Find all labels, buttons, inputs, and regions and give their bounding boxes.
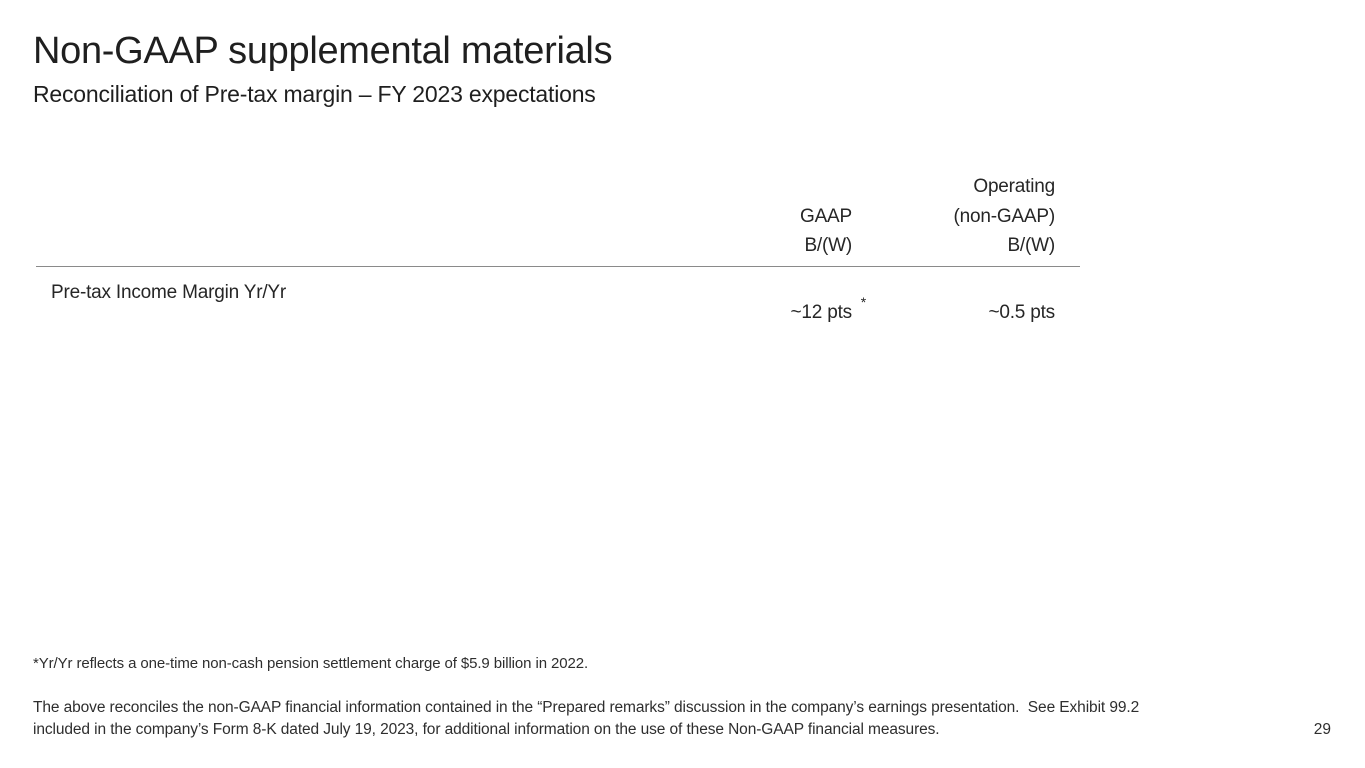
column-header-gaap: GAAP B/(W) xyxy=(602,202,852,261)
column-header-operating-line-3: B/(W) xyxy=(1007,235,1055,256)
gaap-value-wrap: ~12 pts * xyxy=(790,295,867,323)
cell-gaap-value: ~12 pts * xyxy=(602,283,867,343)
column-header-gaap-line-1: GAAP xyxy=(800,205,852,227)
row-label-pretax-income-margin: Pre-tax Income Margin Yr/Yr xyxy=(51,282,286,303)
column-header-operating-line-1: Operating xyxy=(973,176,1055,197)
reconciliation-disclosure-line-2: included in the company’s Form 8-K dated… xyxy=(33,721,940,738)
cell-operating-value: ~0.5 pts xyxy=(815,283,1055,343)
page-subtitle: Reconciliation of Pre-tax margin – FY 20… xyxy=(33,81,596,107)
column-header-gaap-line-2: B/(W) xyxy=(804,235,852,256)
column-header-operating-line-2: (non-GAAP) xyxy=(953,205,1056,227)
reconciliation-disclosure-note: The above reconciles the non-GAAP financ… xyxy=(33,697,1139,741)
footnote-asterisk-marker: * xyxy=(860,294,866,310)
reconciliation-disclosure-line-1: The above reconciles the non-GAAP financ… xyxy=(33,699,1140,716)
column-header-operating: Operating (non-GAAP) B/(W) xyxy=(815,172,1056,261)
pension-settlement-footnote: *Yr/Yr reflects a one-time non-cash pens… xyxy=(33,655,589,672)
gaap-value-text: ~12 pts xyxy=(790,302,853,323)
operating-value-text: ~0.5 pts xyxy=(988,302,1055,323)
table-header-divider xyxy=(36,266,1080,267)
page-title: Non-GAAP supplemental materials xyxy=(33,30,613,72)
page-number: 29 xyxy=(1313,721,1331,738)
